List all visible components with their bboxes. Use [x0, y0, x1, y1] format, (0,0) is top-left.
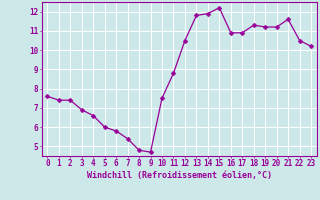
X-axis label: Windchill (Refroidissement éolien,°C): Windchill (Refroidissement éolien,°C): [87, 171, 272, 180]
